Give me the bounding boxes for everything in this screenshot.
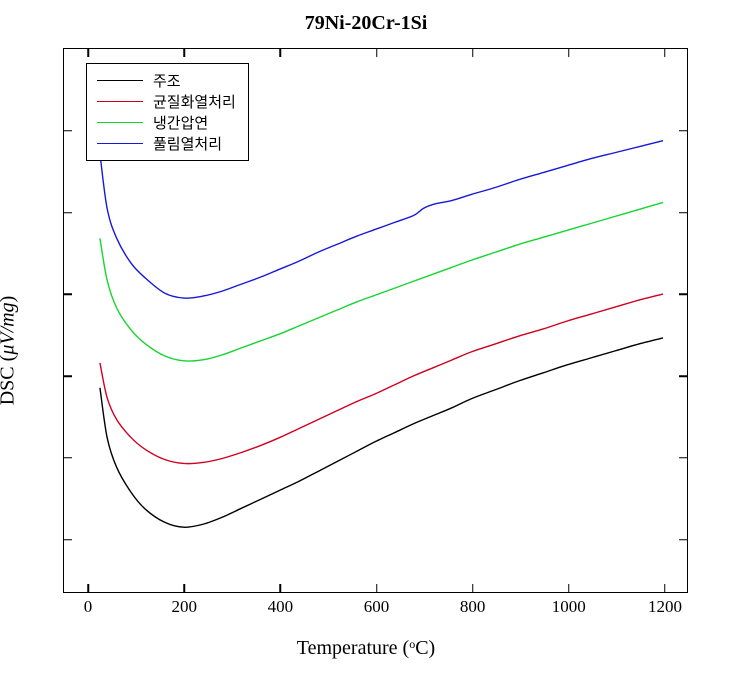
x-tick-mark-top — [183, 49, 185, 57]
y-tick-mark-right — [679, 375, 687, 377]
y-tick-mark — [64, 130, 72, 132]
x-tick-mark-top — [664, 49, 666, 57]
legend-swatch — [97, 143, 143, 144]
legend-label: 풀림열처리 — [153, 133, 222, 154]
x-tick-mark — [87, 584, 89, 592]
plot-area: 주조균질화열처리냉간압연풀림열처리 020040060080010001200 — [63, 48, 688, 593]
y-tick-mark-right — [679, 457, 687, 459]
x-tick-label: 1000 — [552, 597, 586, 617]
legend: 주조균질화열처리냉간압연풀림열처리 — [86, 63, 249, 161]
legend-item: 주조 — [97, 70, 236, 91]
y-tick-mark-right — [679, 539, 687, 541]
x-tick-mark — [568, 584, 570, 592]
x-axis-label: Temperature (oC) — [297, 637, 435, 660]
x-tick-label: 600 — [364, 597, 390, 617]
legend-item: 균질화열처리 — [97, 91, 236, 112]
x-tick-mark-top — [280, 49, 282, 57]
legend-swatch — [97, 101, 143, 102]
x-tick-label: 400 — [268, 597, 294, 617]
x-tick-mark — [472, 584, 474, 592]
x-tick-mark — [664, 584, 666, 592]
x-tick-mark-top — [376, 49, 378, 57]
y-tick-mark — [64, 375, 72, 377]
x-tick-mark — [280, 584, 282, 592]
x-tick-mark-top — [87, 49, 89, 57]
y-tick-mark-right — [679, 212, 687, 214]
x-tick-label: 200 — [171, 597, 197, 617]
chart-title: 79Ni-20Cr-1Si — [305, 12, 428, 35]
x-tick-mark — [376, 584, 378, 592]
series-curve — [100, 141, 663, 299]
legend-swatch — [97, 122, 143, 123]
y-tick-mark — [64, 539, 72, 541]
y-axis-label: DSC (μV/mg) — [0, 296, 20, 406]
legend-item: 풀림열처리 — [97, 133, 236, 154]
y-tick-mark — [64, 457, 72, 459]
legend-label: 냉간압연 — [153, 112, 208, 133]
y-tick-mark — [64, 294, 72, 296]
x-tick-mark-top — [472, 49, 474, 57]
series-curve — [100, 202, 663, 361]
legend-label: 균질화열처리 — [153, 91, 236, 112]
legend-swatch — [97, 80, 143, 81]
x-tick-mark-top — [568, 49, 570, 57]
x-tick-label: 1200 — [648, 597, 682, 617]
x-tick-label: 800 — [460, 597, 486, 617]
legend-label: 주조 — [153, 70, 181, 91]
y-tick-mark-right — [679, 130, 687, 132]
x-tick-mark — [183, 584, 185, 592]
series-curve — [100, 338, 663, 527]
y-tick-mark — [64, 212, 72, 214]
x-tick-label: 0 — [84, 597, 93, 617]
y-tick-mark-right — [679, 294, 687, 296]
legend-item: 냉간압연 — [97, 112, 236, 133]
